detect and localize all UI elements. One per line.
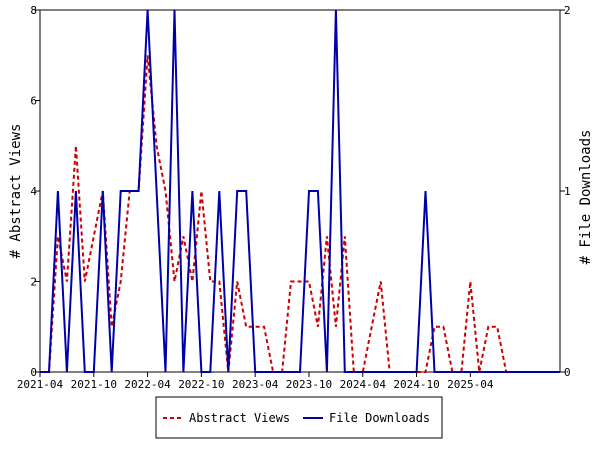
legend-label-file-downloads: File Downloads: [329, 411, 430, 425]
y-left-tick-label: 6: [30, 95, 37, 108]
axis-layer: 2021-04 2021-10 2022-04 2022-10 2023-04 2023-…: [17, 4, 571, 391]
x-tick-label: 2024-10: [393, 378, 439, 391]
legend-label-abstract-views: Abstract Views: [189, 411, 290, 425]
x-tick-label: 2025-04: [447, 378, 494, 391]
series-line-file-downloads: [40, 9, 560, 373]
y-right-tick-label: 0: [564, 366, 571, 379]
x-tick-label: 2023-04: [232, 378, 279, 391]
y-left-axis-title: # Abstract Views: [8, 124, 24, 259]
legend: Abstract Views File Downloads: [155, 396, 443, 439]
x-tick-label: 2022-10: [178, 378, 224, 391]
y-left-tick-label: 2: [30, 276, 37, 289]
x-tick-label: 2023-10: [286, 378, 332, 391]
x-tick-label: 2024-04: [340, 378, 387, 391]
y-left-tick-label: 8: [30, 4, 37, 17]
series-line-abstract-views: [40, 55, 560, 373]
legend-box: [155, 396, 443, 439]
x-tick-label: 2021-04: [17, 378, 64, 391]
y-right-axis-title: # File Downloads: [578, 130, 594, 265]
y-left-tick-label: 0: [30, 366, 37, 379]
y-left-tick-label: 4: [30, 185, 37, 198]
x-tick-label: 2021-10: [71, 378, 117, 391]
series-layer: [40, 9, 560, 373]
y-right-tick-label: 2: [564, 4, 571, 17]
plot-area: [39, 9, 561, 373]
y-right-tick-label: 1: [564, 185, 571, 198]
x-tick-label: 2022-04: [124, 378, 171, 391]
